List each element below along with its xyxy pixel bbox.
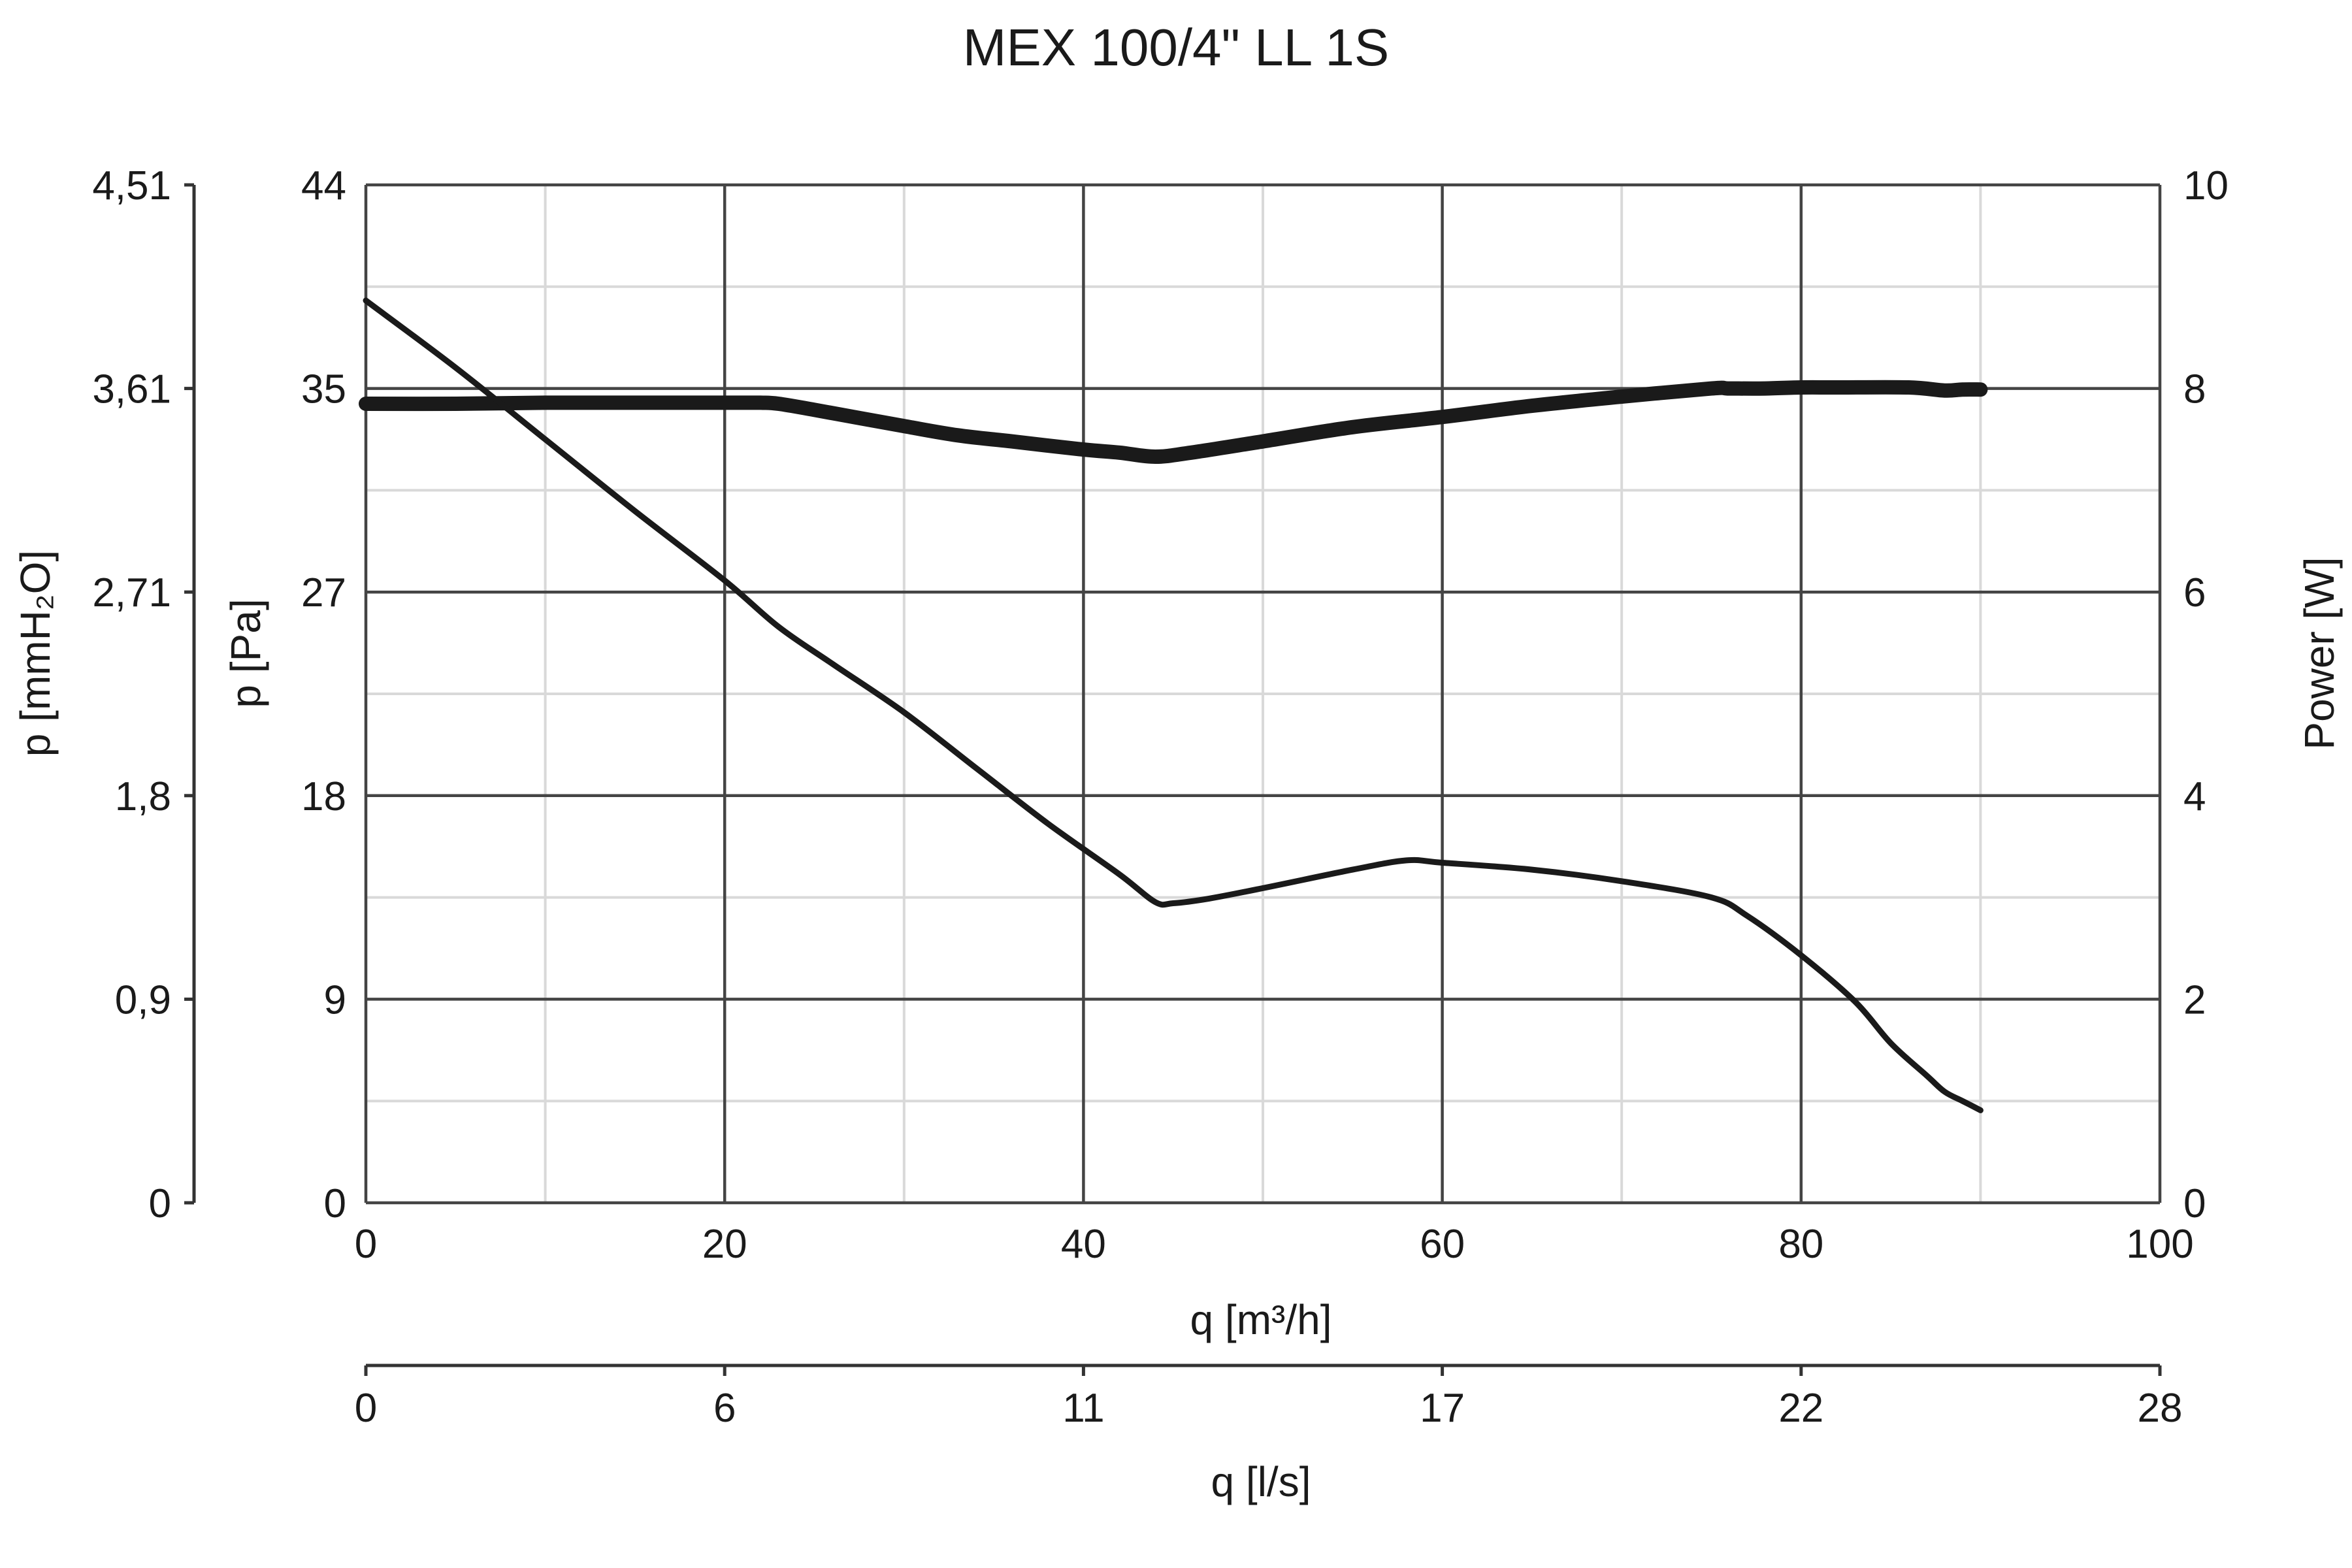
secondary-x-tick-label: 17 — [1420, 1386, 1465, 1431]
right-y-tick-label: 2 — [2183, 977, 2206, 1022]
y-tick-label: 0 — [324, 1181, 346, 1226]
x-tick-label: 80 — [1778, 1222, 1823, 1267]
x-axis-label: q [m³/h] — [1190, 1296, 1332, 1343]
y-tick-label: 27 — [301, 570, 346, 615]
x-tick-label: 40 — [1061, 1222, 1106, 1267]
x-tick-label: 100 — [2126, 1222, 2193, 1267]
secondary-y-tick-label: 3,61 — [92, 367, 171, 412]
secondary-y-tick-label: 4,51 — [92, 163, 171, 208]
secondary-x-tick-label: 11 — [1062, 1386, 1104, 1431]
y-tick-label: 18 — [301, 774, 346, 819]
secondary-y-tick-label: 1,8 — [115, 774, 171, 819]
x-tick-label: 20 — [702, 1222, 747, 1267]
x-tick-label: 60 — [1420, 1222, 1465, 1267]
right-y-axis-label: Power [W] — [2296, 557, 2343, 749]
right-y-tick-label: 8 — [2183, 367, 2206, 412]
y-axis-label: p [Pa] — [222, 598, 269, 708]
secondary-x-tick-label: 6 — [713, 1386, 736, 1431]
right-y-tick-labels: 0 2 4 6 8 10 — [2183, 163, 2229, 1226]
pressure-curve — [363, 297, 1984, 1113]
y-tick-label: 9 — [324, 977, 346, 1022]
power-curve — [359, 380, 1988, 464]
right-y-tick-label: 10 — [2183, 163, 2229, 208]
right-y-tick-label: 0 — [2183, 1181, 2206, 1226]
minor-gridlines — [366, 185, 2160, 1203]
x-tick-labels: 0 20 40 60 80 100 — [355, 1222, 2194, 1267]
y-tick-label: 44 — [301, 163, 346, 208]
y-tick-label: 35 — [301, 367, 346, 412]
y-tick-labels: 0 9 18 27 35 44 — [301, 163, 346, 1226]
secondary-x-tick-label: 22 — [1778, 1386, 1823, 1431]
secondary-y-tick-label: 0 — [149, 1181, 171, 1226]
secondary-y-tick-label: 0,9 — [115, 977, 171, 1022]
secondary-x-tick-labels: 0 6 11 17 22 28 — [355, 1365, 2183, 1431]
series-layer — [359, 297, 1988, 1113]
chart-title: MEX 100/4" LL 1S — [963, 18, 1390, 76]
right-y-tick-label: 4 — [2183, 774, 2206, 819]
secondary-x-axis-label: q [l/s] — [1211, 1458, 1311, 1505]
secondary-x-tick-label: 28 — [2138, 1386, 2183, 1431]
secondary-y-axis-label: p [mmH₂O] — [12, 550, 59, 757]
major-gridlines — [364, 183, 2162, 1205]
secondary-y-tick-label: 2,71 — [92, 570, 171, 615]
right-y-tick-label: 6 — [2183, 570, 2206, 615]
secondary-x-tick-label: 0 — [355, 1386, 377, 1431]
secondary-y-tick-labels: 0 0,9 1,8 2,71 3,61 4,51 — [92, 163, 194, 1226]
x-tick-label: 0 — [355, 1222, 377, 1267]
